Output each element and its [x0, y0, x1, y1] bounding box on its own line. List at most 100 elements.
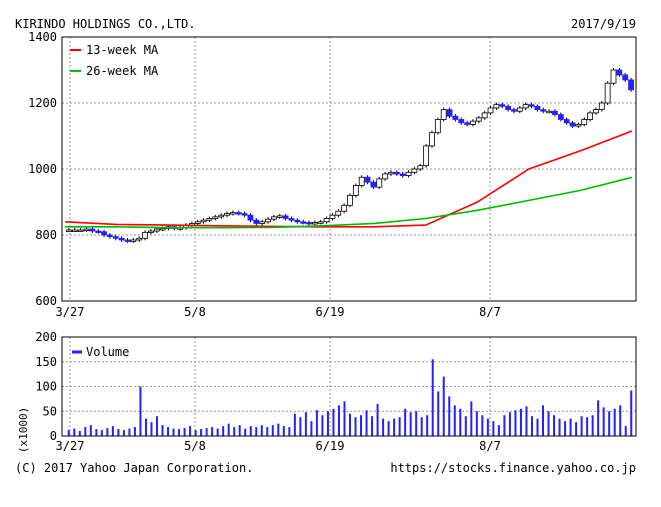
volume-bar	[519, 408, 522, 436]
volume-bar	[89, 425, 92, 436]
price-y-tick-label: 800	[35, 228, 57, 242]
candle-body	[417, 165, 424, 170]
candle-body	[388, 171, 394, 175]
price-y-tick-label: 1000	[28, 162, 57, 176]
candle-body	[83, 228, 90, 231]
volume-bar	[542, 405, 545, 436]
candle-body	[399, 173, 406, 176]
volume-bar	[222, 426, 225, 436]
candle-body	[563, 119, 570, 124]
volume-bar	[150, 422, 153, 436]
company-title: KIRINDO HOLDINGS CO.,LTD.	[15, 17, 196, 31]
candle-body	[153, 228, 160, 232]
volume-bar	[189, 426, 192, 436]
source-url: https://stocks.finance.yahoo.co.jp	[390, 461, 636, 475]
volume-bar	[382, 418, 385, 436]
candle-body	[452, 115, 459, 120]
price-x-tick-label: 8/7	[479, 305, 501, 319]
candle-body	[546, 110, 552, 114]
price-x-ticks: 3/27 5/8 6/19 8/7	[56, 305, 501, 319]
volume-bar	[597, 400, 600, 436]
candle-body	[247, 214, 254, 221]
candle-body	[253, 219, 260, 224]
volume-y-tick-label: 0	[50, 429, 57, 443]
candle-body	[71, 229, 78, 232]
volume-bar	[282, 426, 285, 436]
price-x-tick-label: 6/19	[316, 305, 345, 319]
volume-bar	[553, 415, 556, 436]
volume-bar	[238, 425, 241, 436]
volume-bar	[387, 421, 390, 436]
volume-bar	[310, 421, 313, 436]
candle-body	[575, 124, 582, 127]
candle-body	[446, 109, 453, 117]
volume-bar	[602, 407, 605, 436]
candle-body	[323, 218, 330, 223]
candle-body	[229, 212, 236, 215]
volume-bar	[575, 422, 578, 436]
volume-bar	[608, 411, 611, 436]
volume-bar	[591, 415, 594, 436]
price-candles	[66, 68, 634, 243]
candle-body	[347, 194, 353, 206]
volume-bar	[128, 428, 131, 436]
candle-body	[95, 230, 102, 233]
volume-bar	[409, 412, 412, 436]
candle-body	[464, 122, 471, 125]
candle-body	[434, 119, 441, 134]
volume-bar	[514, 410, 517, 436]
volume-bar	[304, 412, 307, 436]
volume-x-tick-label: 6/19	[316, 439, 345, 453]
candle-body	[610, 69, 617, 84]
candle-body	[235, 212, 242, 215]
price-y-tick-label: 600	[35, 294, 57, 308]
candle-body	[364, 176, 371, 183]
volume-bar	[277, 423, 280, 436]
candle-body	[534, 105, 541, 111]
volume-bar	[67, 430, 70, 436]
candle-body	[107, 234, 113, 238]
volume-bar	[453, 405, 456, 436]
candle-body	[311, 222, 318, 225]
volume-bar	[332, 408, 335, 436]
candle-body	[294, 219, 301, 223]
candle-body	[628, 79, 634, 91]
candle-body	[411, 168, 418, 173]
volume-bar	[183, 428, 186, 436]
price-y-tick-label: 1400	[28, 30, 57, 44]
price-legend: 13-week MA 26-week MA	[70, 43, 159, 78]
volume-bar	[321, 415, 324, 436]
volume-bar	[271, 425, 274, 436]
volume-bar	[365, 410, 368, 436]
volume-bar	[360, 415, 363, 436]
volume-y-ticks: 0 50 100 150 200	[35, 330, 57, 443]
price-y-tick-label: 1200	[28, 96, 57, 110]
candle-body	[118, 237, 125, 241]
candle-body	[288, 218, 295, 221]
volume-x-tick-label: 5/8	[184, 439, 206, 453]
candle-body	[540, 109, 547, 112]
candle-body	[124, 239, 131, 242]
candle-body	[241, 213, 248, 216]
candle-body	[440, 109, 447, 120]
volume-bar	[547, 411, 550, 436]
volume-bar	[315, 410, 318, 436]
volume-bar	[249, 426, 252, 436]
volume-bar	[78, 431, 81, 436]
volume-bar	[437, 391, 440, 436]
candle-body	[130, 239, 137, 242]
volume-bar	[144, 418, 147, 436]
candle-body	[522, 104, 529, 109]
price-y-ticks: 600 800 1000 1200 1400	[28, 30, 57, 308]
volume-bar	[122, 430, 125, 436]
volume-y-tick-label: 50	[43, 404, 57, 418]
volume-bar	[299, 417, 302, 436]
candle-body	[224, 213, 230, 216]
volume-bar	[133, 427, 136, 436]
candle-body	[270, 216, 277, 220]
volume-bar	[172, 428, 175, 436]
candle-body	[206, 218, 213, 221]
volume-bar	[178, 429, 181, 436]
candle-body	[89, 228, 96, 232]
